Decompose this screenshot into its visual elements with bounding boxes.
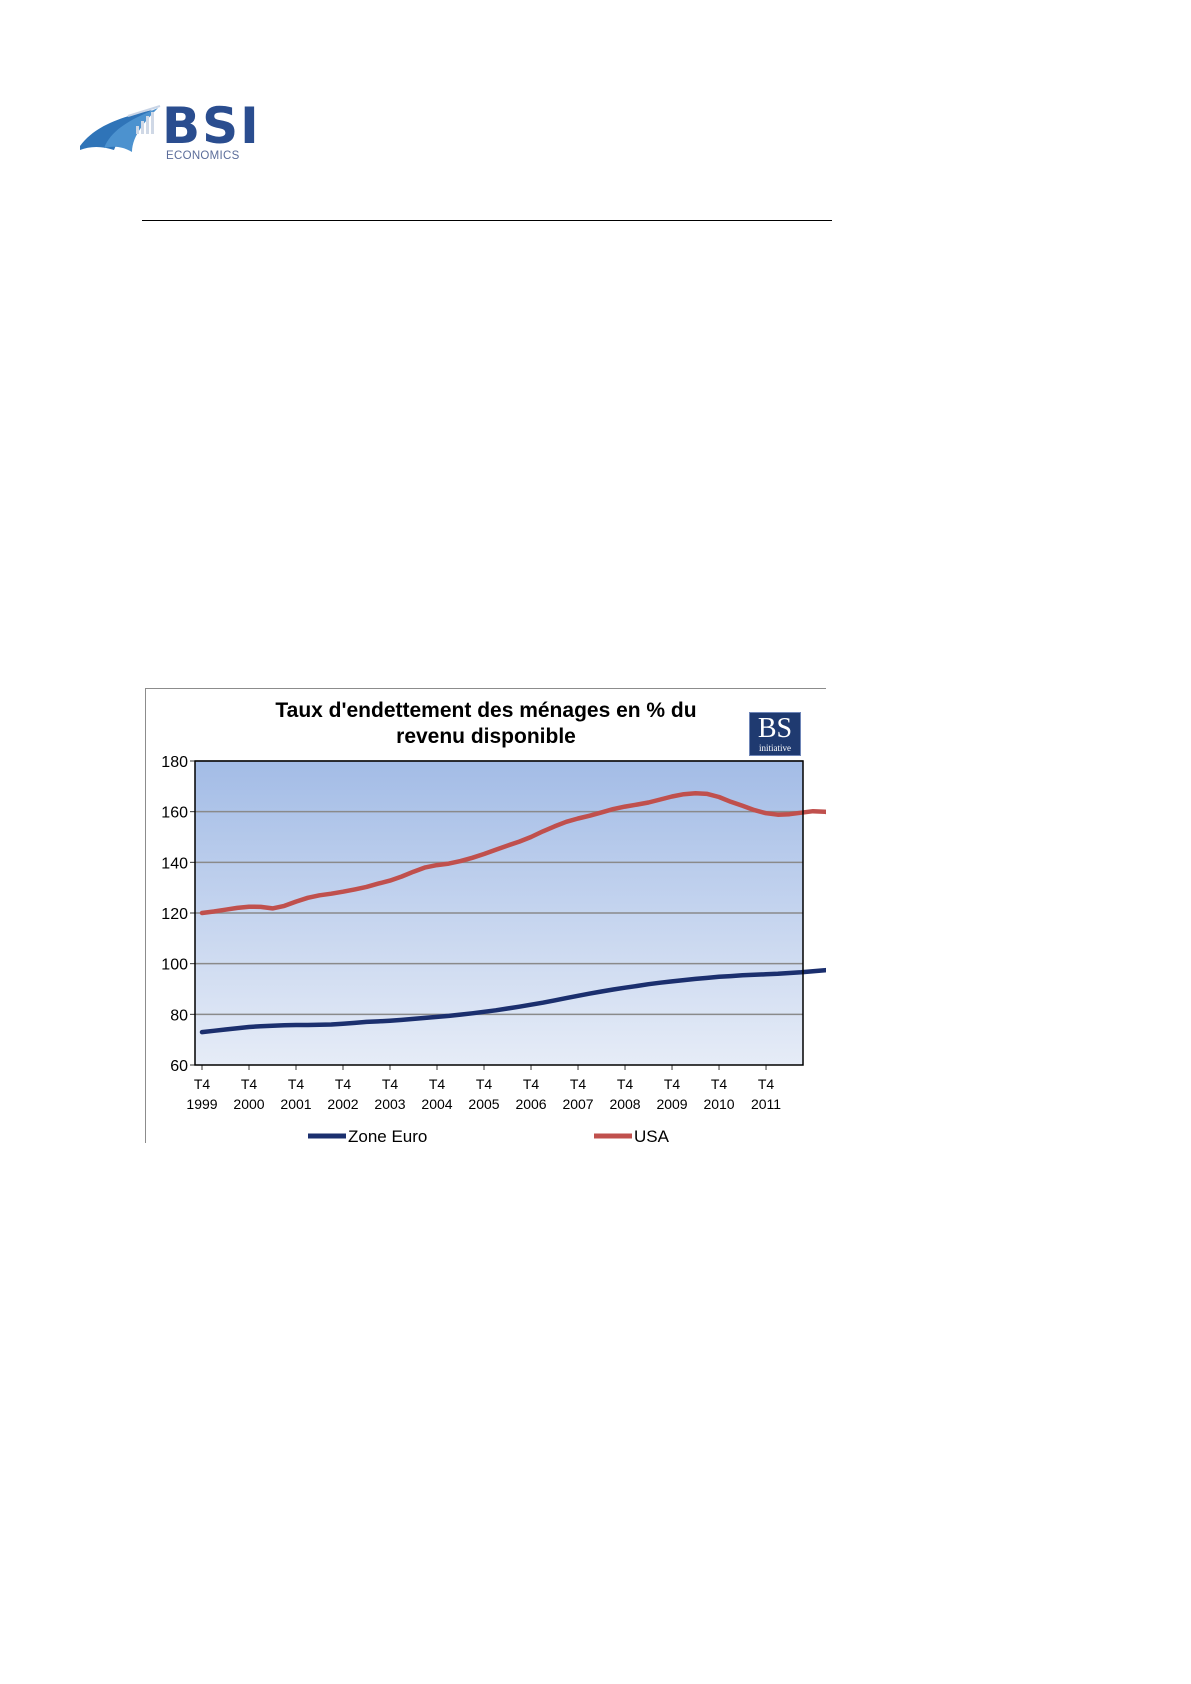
x-tick-label-quarter: T4 <box>382 1076 399 1092</box>
x-tick-label-quarter: T4 <box>429 1076 446 1092</box>
bs-initiative-badge: BS initiative <box>749 712 801 756</box>
x-tick-label-year: 1999 <box>186 1096 217 1112</box>
x-tick-label-year: 2001 <box>280 1096 311 1112</box>
x-tick-label-year: 2008 <box>609 1096 640 1112</box>
x-axis-ticks: T4 1999 T4 2000 T4 2001 T4 2002 T4 2003 T4 2004 T4 20… <box>186 1065 781 1112</box>
series-line-usa <box>199 790 826 916</box>
series-line-zone-euro <box>199 967 826 1035</box>
y-tick-label: 180 <box>161 754 188 771</box>
x-tick-label-year: 2000 <box>233 1096 264 1112</box>
badge-sub-text: initiative <box>759 743 791 753</box>
x-tick-label-quarter: T4 <box>335 1076 352 1092</box>
x-tick-label-quarter: T4 <box>241 1076 258 1092</box>
series-lines <box>199 790 826 1035</box>
x-tick-label-year: 2009 <box>656 1096 687 1112</box>
legend-label: Zone Euro <box>348 1127 427 1143</box>
x-tick-label-quarter: T4 <box>476 1076 493 1092</box>
x-tick-label-quarter: T4 <box>288 1076 305 1092</box>
x-tick-label-quarter: T4 <box>664 1076 681 1092</box>
x-tick-label-quarter: T4 <box>194 1076 211 1092</box>
y-tick-label: 120 <box>161 906 188 923</box>
logo-wordmark: BSI <box>162 97 261 155</box>
y-axis-ticks: 60 80 100 120 140 160 180 <box>161 754 195 1075</box>
x-tick-label-quarter: T4 <box>570 1076 587 1092</box>
x-tick-label-year: 2010 <box>703 1096 734 1112</box>
x-tick-label-quarter: T4 <box>523 1076 540 1092</box>
logo-subtitle: ECONOMICS <box>166 150 240 162</box>
debt-ratio-chart: Taux d'endettement des ménages en % du r… <box>161 699 826 1143</box>
bsi-economics-logo: BSI ECONOMICS <box>80 97 280 168</box>
x-tick-label-year: 2002 <box>327 1096 358 1112</box>
x-tick-label-quarter: T4 <box>711 1076 728 1092</box>
y-tick-label: 140 <box>161 855 188 872</box>
badge-main-text: BS <box>757 713 793 744</box>
y-tick-label: 100 <box>161 957 188 974</box>
x-tick-label-quarter: T4 <box>617 1076 634 1092</box>
chart-title-line-1: Taux d'endettement des ménages en % du <box>275 699 696 722</box>
x-tick-label-year: 2006 <box>515 1096 546 1112</box>
x-tick-label-year: 2003 <box>374 1096 405 1112</box>
x-tick-label-year: 2011 <box>751 1096 781 1112</box>
header-divider <box>142 220 832 221</box>
chart-container: Taux d'endettement des ménages en % du r… <box>145 688 826 1143</box>
x-tick-label-quarter: T4 <box>758 1076 775 1092</box>
x-tick-label-year: 2004 <box>421 1096 452 1112</box>
logo-wave-icon <box>80 105 161 152</box>
legend-label: USA <box>634 1127 670 1143</box>
chart-legend: Zone Euro USA <box>308 1127 670 1143</box>
chart-title-line-2: revenu disponible <box>396 725 576 748</box>
plot-border <box>194 760 804 1066</box>
x-tick-label-year: 2005 <box>468 1096 499 1112</box>
y-tick-label: 60 <box>170 1058 188 1075</box>
y-tick-label: 160 <box>161 805 188 822</box>
x-tick-label-year: 2007 <box>562 1096 593 1112</box>
y-tick-label: 80 <box>170 1007 188 1024</box>
plot-axes <box>194 760 804 1066</box>
